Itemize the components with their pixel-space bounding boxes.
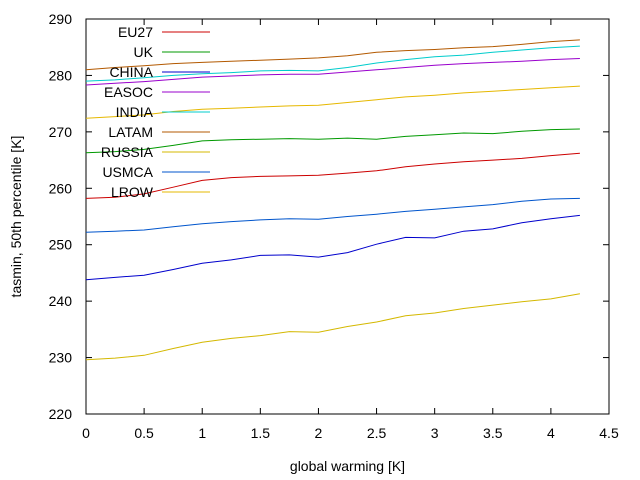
y-tick-label: 280	[49, 67, 73, 83]
legend-label-lrow: LROW	[111, 184, 154, 200]
legend-label-latam: LATAM	[108, 124, 153, 140]
x-tick-label: 2.5	[367, 425, 387, 441]
x-tick-label: 3.5	[483, 425, 503, 441]
y-tick-label: 270	[49, 124, 73, 140]
legend-label-easoc: EASOC	[104, 84, 153, 100]
x-axis-label: global warming [K]	[290, 458, 405, 474]
y-tick-label: 240	[49, 293, 73, 309]
legend-label-russia: RUSSIA	[101, 144, 154, 160]
series-line-india	[85, 45, 580, 82]
legend-label-china: CHINA	[109, 64, 153, 80]
series-line-uk	[85, 128, 580, 154]
x-tick-label: 1.5	[251, 425, 271, 441]
legend-label-eu27: EU27	[118, 24, 153, 40]
y-tick-label: 230	[49, 350, 73, 366]
legend-label-usmca: USMCA	[102, 164, 153, 180]
legend-label-uk: UK	[134, 44, 154, 60]
x-tick-label: 4	[547, 425, 555, 441]
y-tick-label: 260	[49, 180, 73, 196]
y-axis-label: tasmin, 50th percentile [K]	[8, 136, 24, 298]
series-line-eu27	[85, 152, 580, 199]
plot-border	[85, 18, 610, 415]
series-line-usmca	[85, 197, 580, 233]
legend-label-india: INDIA	[116, 104, 154, 120]
x-tick-label: 0	[82, 425, 90, 441]
series-line-russia	[85, 293, 580, 361]
x-tick-label: 1	[198, 425, 206, 441]
series-line-china	[85, 214, 580, 281]
x-tick-label: 2	[315, 425, 323, 441]
x-tick-label: 0.5	[134, 425, 154, 441]
y-tick-label: 290	[49, 11, 73, 27]
y-tick-label: 250	[49, 237, 73, 253]
series-line-latam	[85, 39, 580, 71]
x-tick-label: 4.5	[599, 425, 619, 441]
series-line-lrow	[85, 85, 580, 119]
y-tick-label: 220	[49, 406, 73, 422]
x-tick-label: 3	[431, 425, 439, 441]
series-line-easoc	[85, 58, 580, 86]
